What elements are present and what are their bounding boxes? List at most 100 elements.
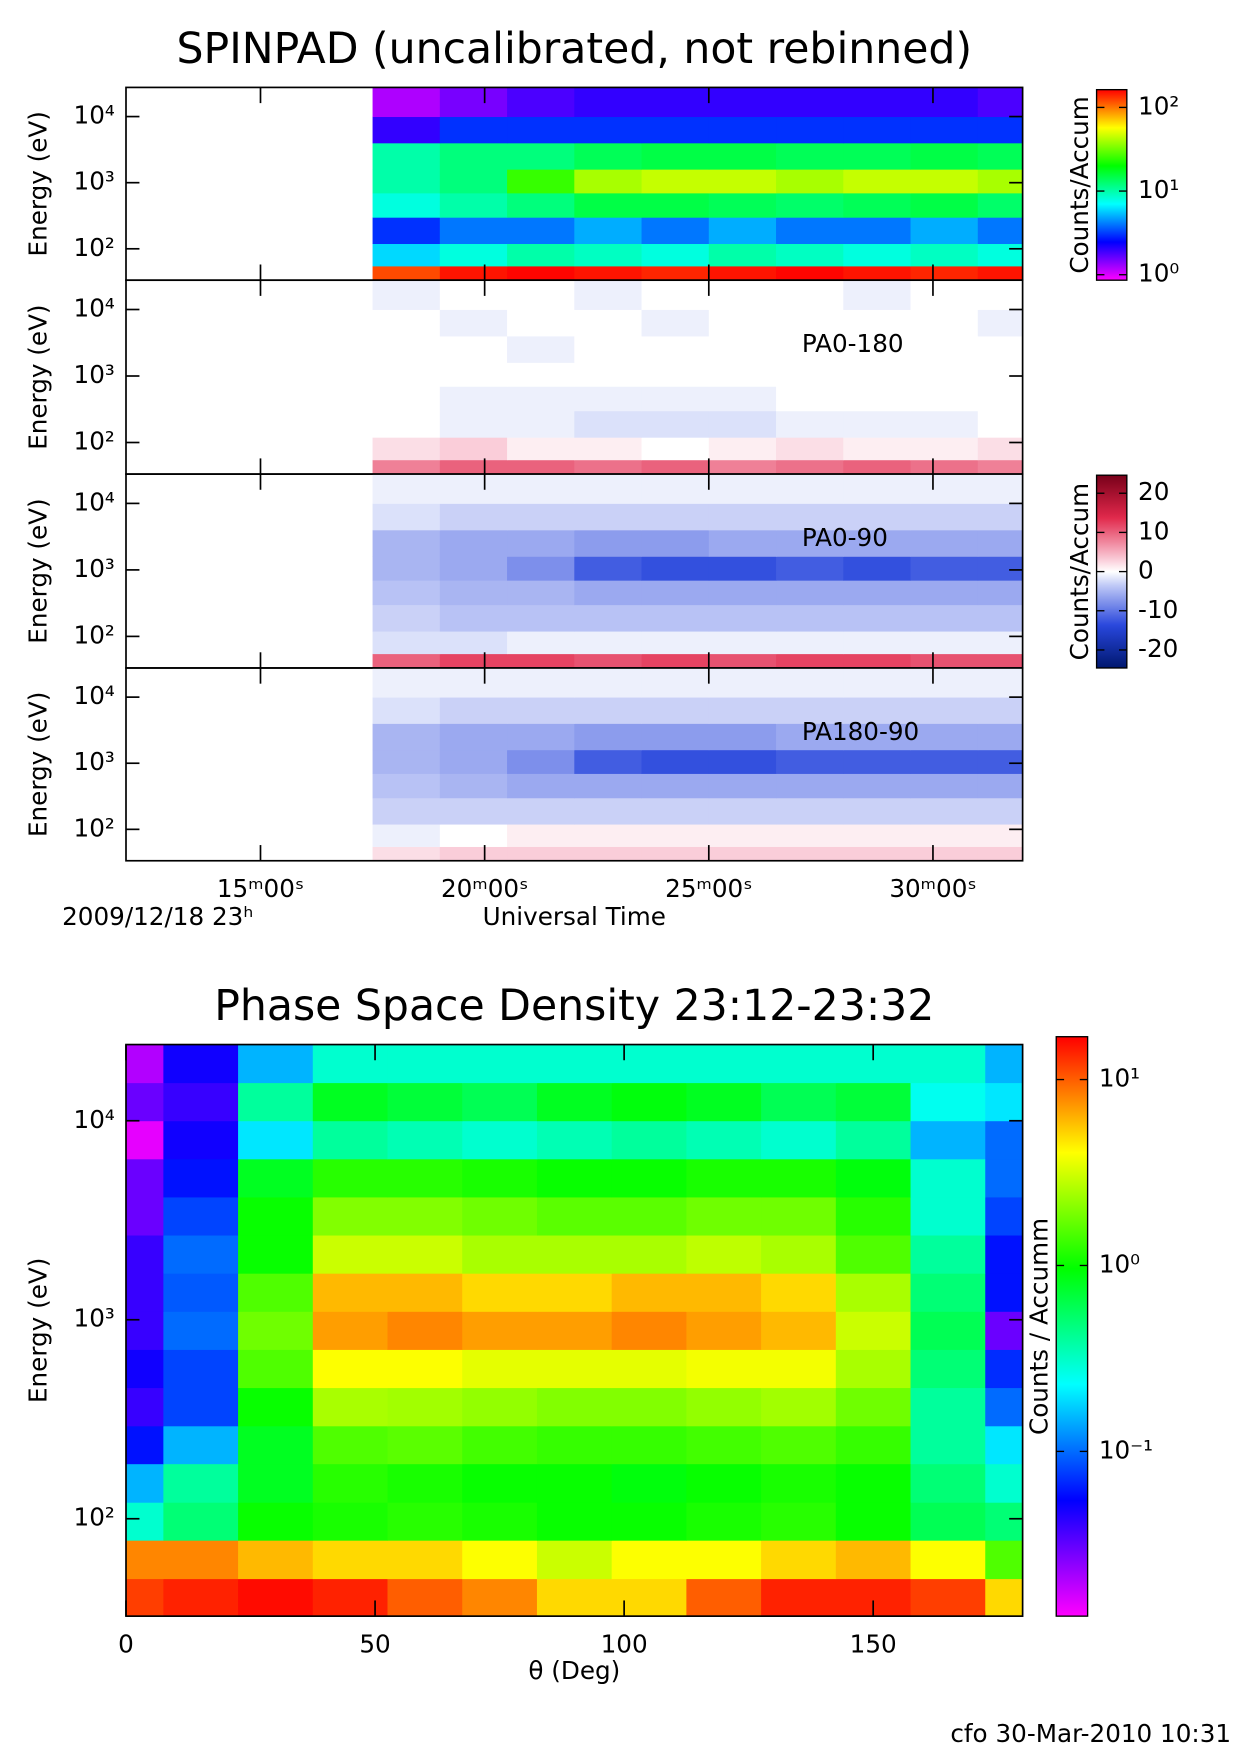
heat-cell bbox=[910, 265, 979, 281]
heat-cell bbox=[843, 142, 911, 170]
heat-cell bbox=[835, 1311, 911, 1350]
heat-cell bbox=[372, 309, 441, 337]
heat-cell bbox=[641, 243, 710, 267]
heat-cell bbox=[238, 1425, 314, 1465]
heat-cell bbox=[843, 116, 911, 144]
heat-cell bbox=[910, 667, 979, 698]
heat-cell bbox=[843, 749, 911, 774]
heat-cell bbox=[843, 309, 911, 337]
y-axis-label: Energy (eV) bbox=[24, 498, 53, 643]
heat-cell bbox=[372, 580, 441, 606]
y-tick-label: 10³ bbox=[74, 360, 115, 389]
heat-cell bbox=[843, 797, 911, 825]
heat-cell bbox=[977, 653, 1024, 669]
heat-cell bbox=[536, 1082, 613, 1122]
heat-cell bbox=[910, 410, 979, 438]
heat-cell bbox=[641, 556, 710, 581]
y-tick-label: 10⁴ bbox=[74, 1105, 115, 1134]
colorbar-tick-label: 10¹ bbox=[1138, 175, 1179, 204]
heat-cell bbox=[126, 1425, 164, 1465]
colorbar-tick-label: 10⁰ bbox=[1138, 259, 1179, 288]
heat-cell bbox=[238, 1540, 314, 1580]
heat-cell bbox=[985, 1463, 1024, 1503]
heat-cell bbox=[977, 797, 1024, 825]
heat-cell bbox=[574, 667, 643, 698]
heat-cell bbox=[507, 604, 575, 632]
heat-cell bbox=[574, 217, 643, 245]
heat-cell bbox=[843, 474, 911, 504]
heat-cell bbox=[462, 1082, 538, 1122]
y-tick-label: 10² bbox=[74, 233, 115, 262]
heat-cell bbox=[910, 580, 979, 606]
heat-cell bbox=[761, 1349, 837, 1389]
heat-cell bbox=[708, 192, 777, 218]
heat-cell bbox=[507, 846, 575, 862]
heat-cell bbox=[238, 1349, 314, 1389]
heat-cell bbox=[372, 87, 441, 118]
heat-cell bbox=[985, 1235, 1024, 1274]
heat-cell bbox=[372, 116, 441, 144]
heat-cell bbox=[843, 87, 911, 118]
heat-cell bbox=[611, 1120, 687, 1160]
heat-cell bbox=[761, 1311, 837, 1350]
heat-cell bbox=[910, 1196, 986, 1236]
heat-cell bbox=[462, 1463, 538, 1503]
heat-cell bbox=[843, 846, 911, 862]
heat-cell bbox=[536, 1044, 613, 1084]
heat-cell bbox=[977, 386, 1024, 412]
heat-cell bbox=[462, 1120, 538, 1160]
heat-cell bbox=[312, 1235, 388, 1274]
heat-cell bbox=[910, 192, 979, 218]
heat-cell bbox=[163, 1425, 239, 1465]
heat-cell bbox=[977, 697, 1024, 724]
heat-cell bbox=[910, 503, 979, 531]
heat-cell bbox=[238, 1502, 314, 1541]
panel-annotation: PA0-180 bbox=[802, 329, 904, 358]
heat-cell bbox=[686, 1044, 762, 1084]
heat-cell bbox=[387, 1387, 463, 1427]
heat-cell bbox=[977, 846, 1024, 862]
heat-cell bbox=[611, 1158, 687, 1198]
heat-cell bbox=[574, 723, 643, 751]
heat-cell bbox=[686, 1349, 762, 1389]
heat-cell bbox=[843, 459, 911, 475]
heat-cell bbox=[686, 1578, 762, 1617]
heat-cell bbox=[761, 1120, 837, 1160]
heat-cell bbox=[611, 1235, 687, 1274]
heat-cell bbox=[387, 1311, 463, 1350]
heat-cell bbox=[843, 773, 911, 799]
heat-cell bbox=[843, 556, 911, 581]
heat-cell bbox=[312, 1120, 388, 1160]
heat-cell bbox=[372, 217, 441, 245]
heat-cell bbox=[641, 437, 710, 461]
heat-cell bbox=[439, 580, 508, 606]
heat-cell bbox=[163, 1463, 239, 1503]
heat-cell bbox=[507, 474, 575, 504]
heat-cell bbox=[372, 243, 441, 267]
y-tick-label: 10² bbox=[74, 620, 115, 649]
heat-cell bbox=[387, 1044, 463, 1084]
heat-cell bbox=[910, 824, 979, 847]
heat-cell bbox=[776, 474, 844, 504]
heat-cell bbox=[910, 116, 979, 144]
heat-cell bbox=[843, 697, 911, 724]
heat-cell bbox=[776, 265, 844, 281]
heat-cell bbox=[977, 580, 1024, 606]
heat-cell bbox=[910, 631, 979, 655]
heat-cell bbox=[462, 1158, 538, 1198]
heat-cell bbox=[611, 1082, 687, 1122]
heat-cell bbox=[686, 1502, 762, 1541]
heat-cell bbox=[238, 1578, 314, 1617]
heat-cell bbox=[238, 1196, 314, 1236]
heat-cell bbox=[439, 386, 508, 412]
heat-cell bbox=[536, 1578, 613, 1617]
chart-title: Phase Space Density 23:12-23:32 bbox=[214, 981, 934, 1031]
heat-cell bbox=[843, 169, 911, 194]
heat-cell bbox=[372, 459, 441, 475]
heat-cell bbox=[641, 749, 710, 774]
heat-cell bbox=[708, 631, 777, 655]
heat-cell bbox=[439, 217, 508, 245]
heat-cell bbox=[611, 1463, 687, 1503]
heat-cell bbox=[574, 169, 643, 194]
heat-cell bbox=[843, 335, 911, 363]
